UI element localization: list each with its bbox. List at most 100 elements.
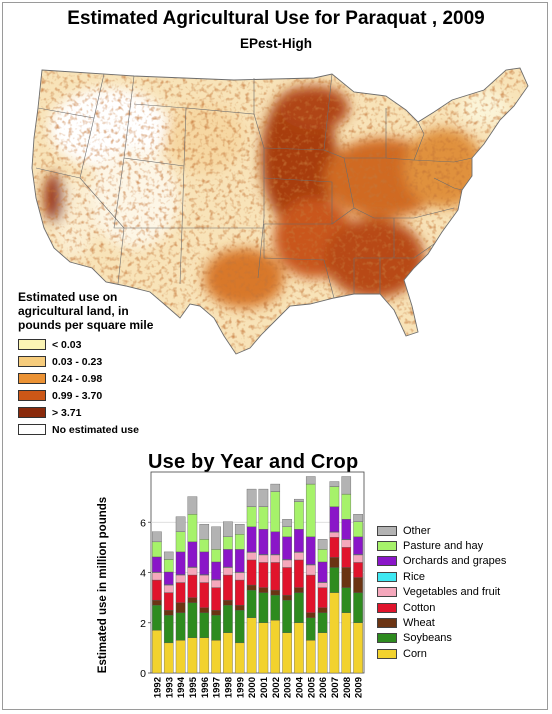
bar-segment	[270, 620, 281, 674]
bar-segment	[294, 498, 304, 502]
bar-segment	[353, 521, 363, 537]
bar-segment	[234, 642, 245, 674]
bar-segment	[282, 536, 292, 560]
bar-segment	[234, 524, 245, 535]
bar-segment	[270, 562, 281, 591]
chart-legend-item: Rice	[377, 569, 547, 584]
chart-legend-item: Other	[377, 523, 547, 538]
bar-segment	[305, 476, 316, 485]
bar-segment	[317, 612, 328, 633]
bar-segment	[329, 557, 340, 568]
use-by-year-chart: 0 2 4 6 1992 1993 1994 1995 1996 1997 1998 1999 2000…	[140, 471, 365, 698]
map-legend-title: Estimated use on agricultural land, in p…	[18, 290, 193, 332]
bar-segment	[305, 612, 316, 618]
bar-segment	[163, 551, 174, 560]
bar-segment	[223, 599, 233, 606]
bar-segment	[282, 559, 292, 568]
bar-segment	[270, 531, 281, 555]
x-tick-label: 1992	[152, 677, 163, 698]
x-tick-label: 1998	[223, 677, 234, 698]
bar-segment	[223, 574, 233, 601]
bar-segment	[246, 617, 257, 674]
bar-segment	[294, 587, 304, 593]
bar-segment	[353, 514, 363, 522]
bar-segment	[294, 622, 304, 674]
bar-segment	[152, 599, 162, 606]
x-tick-label: 2007	[330, 677, 341, 698]
bar-segment	[329, 537, 340, 558]
bar-segment	[187, 567, 198, 576]
map-legend-item: 0.03 - 0.23	[18, 353, 193, 370]
bar-segment	[187, 637, 198, 674]
chart-legend-label: Pasture and hay	[403, 540, 484, 553]
bar-segment	[152, 630, 162, 674]
chart-legend-label: Soybeans	[403, 632, 452, 645]
bar-segment	[246, 584, 257, 591]
chart-legend: Other Pasture and hay Orchards and grapes R…	[377, 523, 547, 662]
bar-segment	[211, 640, 221, 674]
bar-segment	[258, 562, 269, 588]
bar-segment	[246, 488, 257, 507]
bar-segment	[199, 574, 210, 583]
chart-legend-swatch	[377, 587, 397, 598]
map-legend-swatch	[18, 424, 46, 435]
bar-segment	[270, 491, 281, 532]
bar-segment	[223, 536, 233, 550]
bar-segment	[187, 574, 198, 598]
bar-segment	[294, 529, 304, 553]
bar-segment	[341, 567, 352, 588]
chart-legend-item: Corn	[377, 646, 547, 661]
bar-segment	[187, 602, 198, 638]
bar-segment	[223, 521, 233, 537]
bar-segment	[305, 640, 316, 674]
x-tick-label: 1996	[200, 677, 211, 698]
x-tick-label: 2003	[283, 677, 294, 698]
bar-segment	[211, 549, 221, 563]
bar-segment	[341, 547, 352, 568]
x-tick-label: 2006	[318, 677, 329, 698]
chart-legend-item: Orchards and grapes	[377, 554, 547, 569]
bar-segment	[353, 577, 363, 593]
bar-segment	[294, 501, 304, 530]
bar-segment	[282, 632, 292, 674]
chart-legend-label: Rice	[403, 570, 426, 583]
bar-segment	[234, 572, 245, 581]
bar-segment	[211, 610, 221, 616]
chart-legend-swatch	[377, 525, 397, 536]
y-tick-label: 6	[140, 517, 146, 529]
chart-y-axis-label: Estimated use in million pounds	[97, 496, 109, 674]
bar-segment	[294, 552, 304, 561]
map-legend-item: 0.99 - 3.70	[18, 387, 193, 404]
bar-segment	[199, 539, 210, 553]
bar-segment	[211, 615, 221, 641]
bar-segment	[199, 524, 210, 540]
y-tick-label: 0	[140, 668, 146, 680]
x-tick-label: 1993	[164, 677, 175, 698]
map-legend-swatch	[18, 373, 46, 384]
bar-segment	[234, 534, 245, 550]
chart-legend-label: Wheat	[403, 617, 435, 630]
map-legend-swatch	[18, 407, 46, 418]
x-tick-label: 1999	[235, 677, 246, 698]
map-legend-label: 0.03 - 0.23	[52, 355, 103, 368]
bar-segment	[317, 539, 328, 550]
bar-segment	[329, 486, 340, 507]
bar-segment	[329, 532, 340, 538]
bar-segment	[246, 559, 257, 586]
bar-segment	[317, 587, 328, 608]
bar-segment	[341, 493, 352, 520]
bar-segment	[329, 506, 340, 532]
bar-segment	[317, 632, 328, 674]
map-legend: Estimated use on agricultural land, in p…	[18, 290, 193, 438]
map-legend-item: 0.24 - 0.98	[18, 370, 193, 387]
bar-segment	[223, 567, 233, 576]
bar-segment	[317, 549, 328, 563]
bar-segment	[163, 571, 174, 585]
bar-segment	[258, 622, 269, 674]
x-tick-label: 2000	[247, 677, 258, 698]
x-tick-label: 2008	[342, 677, 353, 698]
bar-segment	[199, 551, 210, 575]
chart-legend-item: Vegetables and fruit	[377, 585, 547, 600]
chart-legend-swatch	[377, 571, 397, 582]
x-tick-label: 1997	[212, 677, 223, 698]
